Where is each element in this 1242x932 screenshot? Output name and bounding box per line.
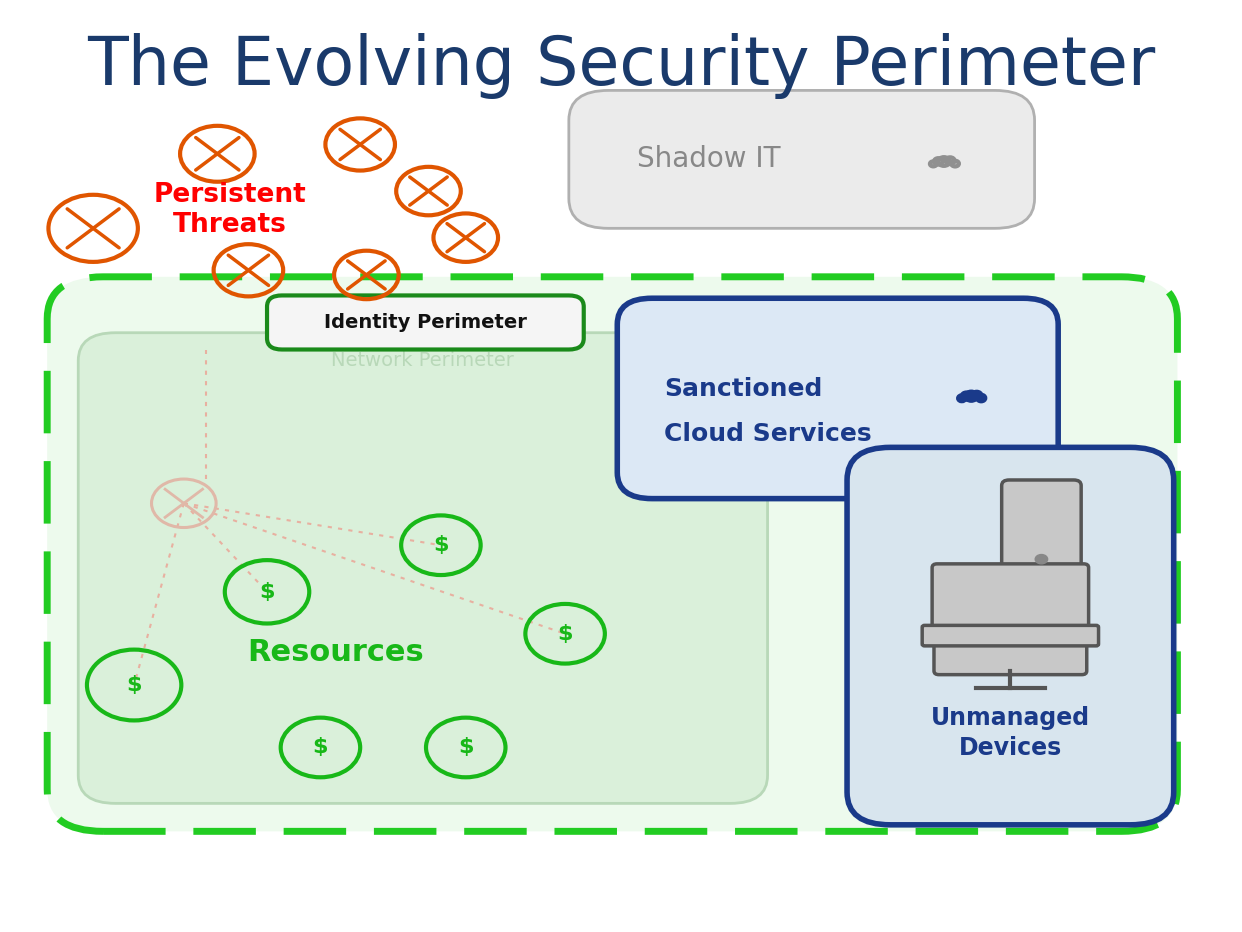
Circle shape: [959, 396, 965, 401]
Text: Persistent
Threats: Persistent Threats: [154, 182, 306, 238]
Text: Cloud Services: Cloud Services: [664, 422, 872, 445]
Text: $: $: [558, 624, 573, 644]
FancyBboxPatch shape: [933, 564, 1089, 633]
FancyBboxPatch shape: [78, 333, 768, 803]
Text: Unmanaged
Devices: Unmanaged Devices: [930, 706, 1090, 760]
FancyBboxPatch shape: [934, 579, 1087, 675]
Text: The Evolving Security Perimeter: The Evolving Security Perimeter: [87, 33, 1155, 99]
FancyBboxPatch shape: [267, 295, 584, 350]
Text: Network Perimeter: Network Perimeter: [332, 351, 514, 370]
Circle shape: [930, 161, 936, 167]
Text: $: $: [433, 535, 448, 555]
Circle shape: [963, 393, 970, 399]
FancyBboxPatch shape: [960, 395, 982, 400]
Text: Resources: Resources: [247, 637, 424, 667]
Text: $: $: [127, 675, 142, 695]
FancyBboxPatch shape: [47, 277, 1177, 831]
FancyBboxPatch shape: [847, 447, 1174, 825]
FancyBboxPatch shape: [923, 625, 1099, 646]
Circle shape: [934, 158, 943, 165]
Circle shape: [951, 160, 959, 167]
FancyBboxPatch shape: [569, 90, 1035, 228]
Text: Sanctioned: Sanctioned: [664, 377, 823, 401]
Text: Identity Perimeter: Identity Perimeter: [324, 313, 527, 332]
Text: Shadow IT: Shadow IT: [637, 145, 781, 173]
FancyBboxPatch shape: [932, 160, 956, 166]
Circle shape: [945, 158, 955, 164]
FancyBboxPatch shape: [1002, 480, 1081, 573]
Circle shape: [966, 392, 976, 400]
Circle shape: [1036, 555, 1048, 564]
Text: $: $: [260, 582, 274, 602]
FancyBboxPatch shape: [617, 298, 1058, 499]
Text: $: $: [313, 737, 328, 758]
Circle shape: [972, 392, 981, 399]
Circle shape: [977, 395, 985, 401]
Text: $: $: [458, 737, 473, 758]
Circle shape: [938, 158, 950, 166]
